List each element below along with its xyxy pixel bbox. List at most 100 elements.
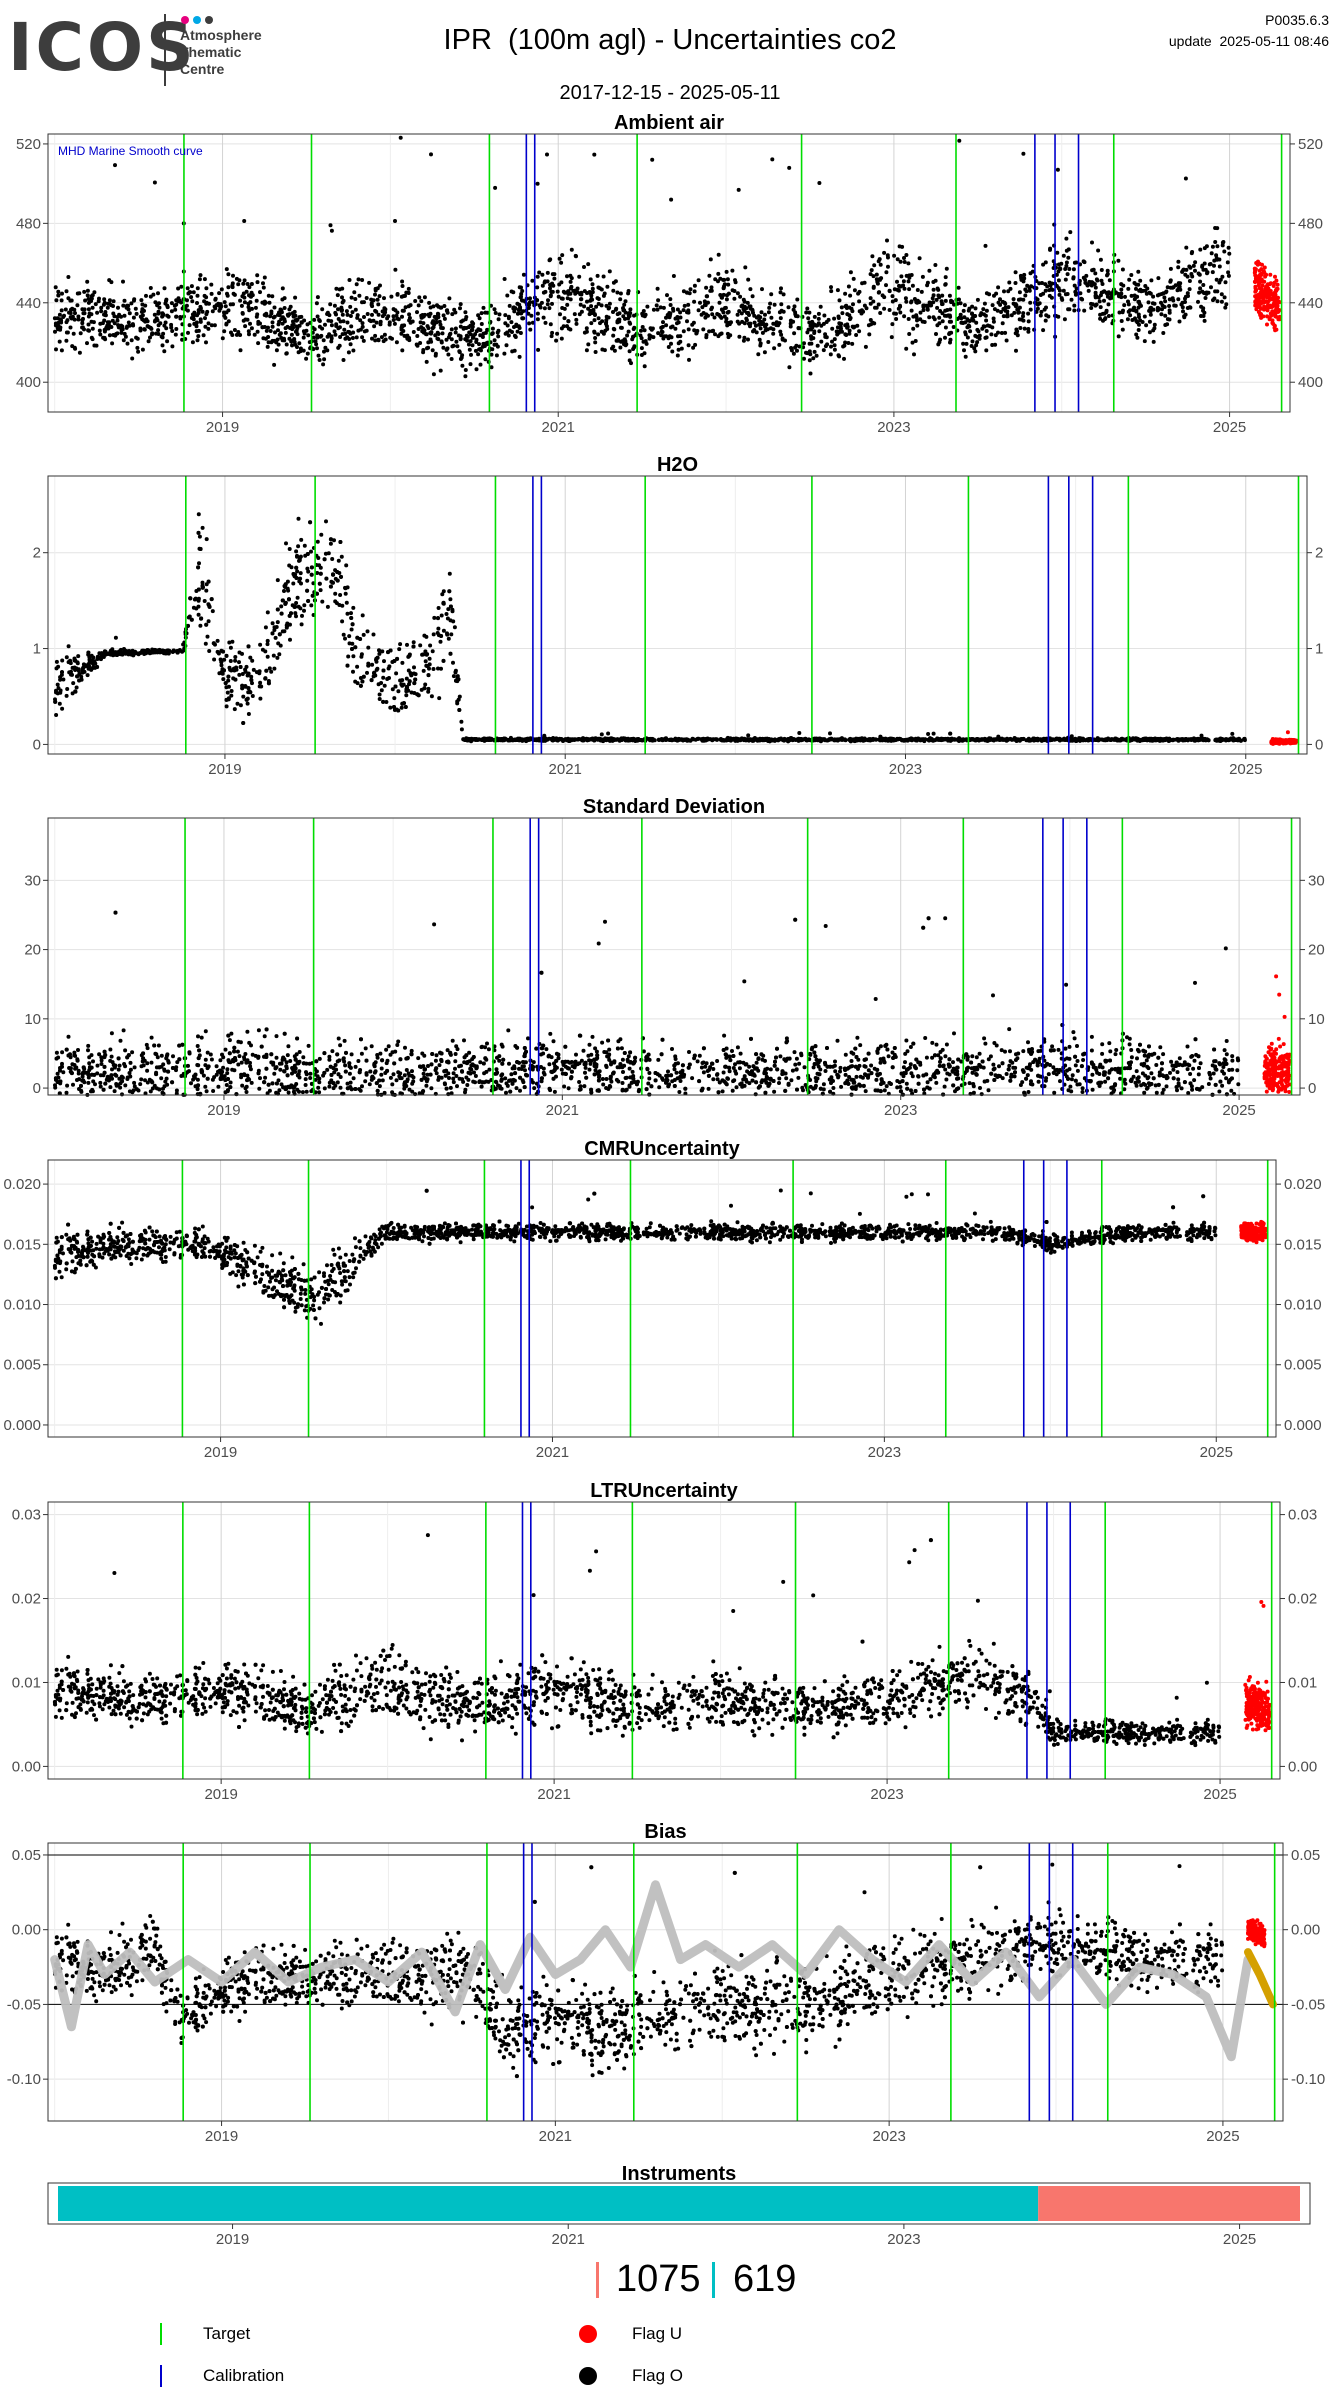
data-point [984,308,989,313]
data-point [1199,314,1203,318]
data-point [76,317,81,322]
data-point [805,306,810,311]
data-point [560,306,565,310]
data-point [844,333,849,337]
data-point [1016,297,1021,302]
data-point [436,304,441,309]
data-point [666,345,671,349]
data-point [766,340,771,344]
data-point [315,295,320,300]
data-point [203,316,207,321]
data-point [134,311,139,316]
data-point [704,285,709,290]
data-point [772,346,777,351]
data-point [353,297,358,301]
data-point [238,298,243,303]
data-point [298,576,303,581]
data-point [940,293,945,298]
data-point [273,635,278,640]
data-point [156,328,161,333]
data-point [329,323,334,328]
data-point [457,349,462,354]
data-point [129,301,134,306]
data-point [464,326,469,330]
data-point [430,348,435,353]
data-point [459,355,464,360]
data-point [709,285,714,290]
data-point [333,591,338,596]
data-point [555,289,560,294]
data-point [93,302,98,307]
data-point [343,591,348,596]
data-point [201,333,206,338]
data-point [284,342,289,347]
data-point [265,610,270,615]
data-point [225,291,229,296]
data-point [791,351,796,356]
date-range: 2017-12-15 - 2025-05-11 [559,82,781,104]
data-point [1121,283,1126,288]
data-point [233,658,238,663]
data-point [394,340,399,345]
data-point [449,632,454,637]
data-point [545,152,549,157]
data-point [892,253,897,258]
data-point [1078,291,1083,296]
data-point [299,320,304,325]
data-point [1264,272,1269,277]
data-point [692,299,697,304]
data-point [283,326,288,331]
data-point [852,288,857,293]
data-point [236,330,241,334]
data-point [221,677,226,682]
data-point [431,632,436,637]
data-point [984,329,989,333]
data-point [893,298,898,303]
data-point [262,275,267,280]
data-point [314,301,319,306]
data-point [378,283,382,288]
data-point [1102,311,1107,316]
data-point [825,342,830,347]
data-point [718,276,723,281]
data-point [571,288,576,293]
data-point [146,339,151,344]
data-point [125,324,130,329]
data-point [470,320,475,325]
data-point [144,293,148,298]
data-point [586,262,591,267]
data-point [990,343,995,347]
data-point [626,329,631,334]
data-point [940,302,945,306]
data-point [431,372,436,377]
data-point [566,319,571,324]
data-point [468,323,473,328]
data-point [1038,293,1043,297]
data-point [650,326,655,331]
data-point [165,313,170,318]
data-point [429,331,433,336]
data-point [1008,286,1013,291]
data-point [291,322,296,327]
data-point [217,303,222,308]
data-point [750,294,755,299]
data-point [901,279,906,284]
data-point [687,357,691,362]
data-point [322,349,326,354]
data-point [787,165,792,170]
data-point [1176,297,1181,302]
data-point [846,284,851,289]
data-point [400,284,405,288]
data-point [114,332,119,336]
data-point [664,323,669,328]
data-point [195,286,200,291]
x-tick-label: 2023 [877,419,910,436]
data-point [489,365,494,370]
data-point [277,652,282,657]
data-point [345,312,350,317]
data-point [943,325,948,330]
data-point [422,295,427,300]
data-point [121,279,125,284]
data-point [381,675,386,680]
data-point [903,296,908,301]
